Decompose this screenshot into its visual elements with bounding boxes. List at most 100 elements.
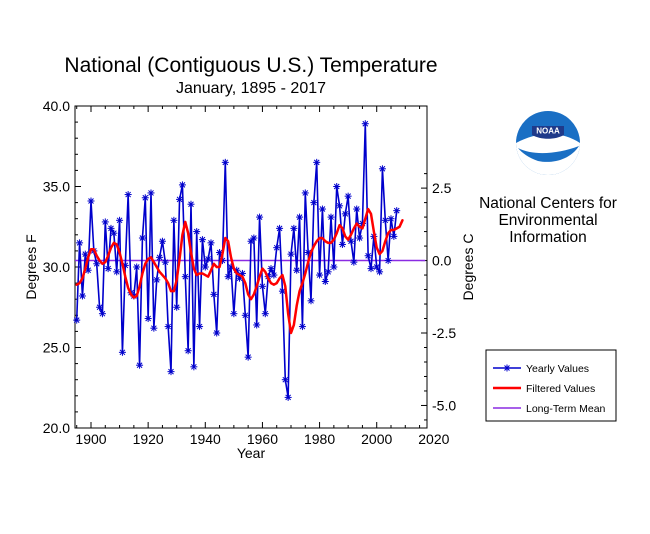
yearly-point-star-icon [276,224,284,232]
filtered-values-series [75,207,404,335]
y-axis-left: 20.0 25.0 30.0 35.0 40.0 [43,98,81,436]
org-line-2: Environmental [498,212,597,229]
yearly-point-star-icon [330,263,338,271]
yearly-point-star-icon [376,268,384,276]
legend-label-mean: Long-Term Mean [526,403,606,415]
right-tick-label: -5.0 [432,397,456,413]
yearly-point-star-icon [76,239,84,247]
yearly-point-star-icon [101,218,109,226]
yearly-point-star-icon [244,353,252,361]
yearly-point-star-icon [113,268,121,276]
yearly-point-star-icon [338,240,346,248]
legend-star-icon [503,364,511,372]
yearly-point-star-icon [184,347,192,355]
legend-entry-yearly: Yearly Values [493,363,589,375]
yearly-point-star-icon [258,282,266,290]
yearly-point-star-icon [176,195,184,203]
yearly-point-star-icon [110,229,118,237]
chart-title: National (Contiguous U.S.) Temperature [64,54,437,77]
noaa-logo-text: NOAA [536,127,560,136]
right-tick-label: 2.5 [432,180,452,196]
yearly-point-star-icon [87,197,95,205]
yearly-point-star-icon [333,183,341,190]
yearly-point-star-icon [287,250,295,258]
yearly-point-star-icon [107,224,115,232]
yearly-point-star-icon [98,310,106,318]
yearly-point-star-icon [261,310,269,318]
yearly-point-star-icon [156,253,164,261]
yearly-point-star-icon [324,268,332,276]
yearly-point-star-icon [307,297,315,305]
yearly-point-star-icon [301,189,309,197]
legend-label-filtered: Filtered Values [526,383,595,395]
yearly-point-star-icon [124,191,132,199]
yearly-point-star-icon [167,368,175,376]
yearly-point-star-icon [81,250,89,258]
yearly-point-star-icon [190,363,198,371]
yearly-point-star-icon [133,263,141,271]
yearly-point-star-icon [290,224,298,232]
yearly-point-star-icon [207,239,215,247]
yearly-point-star-icon [241,311,249,319]
yearly-point-star-icon [344,192,352,200]
yearly-point-star-icon [387,215,395,223]
right-tick-label: -2.5 [432,325,456,341]
yearly-point-star-icon [247,237,255,245]
yearly-point-star-icon [313,158,321,166]
yearly-point-star-icon [187,200,195,208]
yearly-point-star-icon [161,258,169,266]
yearly-point-star-icon [336,202,344,210]
yearly-point-star-icon [273,244,281,252]
yearly-point-star-icon [381,216,389,224]
yearly-point-star-icon [318,205,326,213]
yearly-point-star-icon [93,260,101,268]
yearly-point-star-icon [256,213,264,221]
y-tick-label: 25.0 [43,340,70,356]
x-tick-label: 2020 [418,431,449,447]
yearly-point-star-icon [196,323,204,331]
yearly-point-star-icon [364,252,372,260]
yearly-point-star-icon [150,324,158,332]
yearly-point-star-icon [136,361,144,369]
yearly-point-star-icon [198,236,206,244]
yearly-point-star-icon [253,321,261,329]
yearly-point-star-icon [201,263,209,271]
yearly-point-star-icon [104,265,112,273]
filtered-values-line [75,207,404,335]
yearly-point-star-icon [164,323,172,331]
yearly-point-star-icon [321,277,329,285]
yearly-point-star-icon [144,315,152,323]
y-tick-label: 20.0 [43,420,70,436]
yearly-point-star-icon [384,257,392,265]
yearly-point-star-icon [78,292,86,300]
y-tick-label: 40.0 [43,98,70,114]
x-tick-label: 1920 [133,431,164,447]
yearly-point-star-icon [327,213,335,221]
x-axis: 1900 1920 1940 1960 1980 2000 2020 [75,106,450,447]
org-line-3: Information [509,229,587,246]
x-tick-label: 1940 [190,431,221,447]
y-tick-label: 30.0 [43,259,70,275]
yearly-point-star-icon [267,265,275,273]
right-tick-label: 0.0 [432,253,452,269]
x-axis-title: Year [237,445,266,461]
yearly-point-star-icon [316,271,324,279]
yearly-point-star-icon [118,348,126,356]
yearly-point-star-icon [147,189,155,197]
yearly-point-star-icon [356,234,364,242]
legend-label-yearly: Yearly Values [526,363,589,375]
yearly-point-star-icon [350,258,358,266]
yearly-point-star-icon [393,207,401,215]
yearly-point-star-icon [373,263,381,271]
yearly-point-star-icon [193,228,201,236]
legend-entry-filtered: Filtered Values [493,383,595,395]
yearly-point-star-icon [250,234,258,242]
yearly-point-star-icon [293,266,301,274]
yearly-point-star-icon [281,376,289,384]
x-tick-label: 1960 [247,431,278,447]
yearly-point-star-icon [310,199,318,207]
yearly-point-star-icon [378,165,386,173]
y-axis-title-right: Degrees C [460,234,476,301]
yearly-point-star-icon [213,329,221,337]
